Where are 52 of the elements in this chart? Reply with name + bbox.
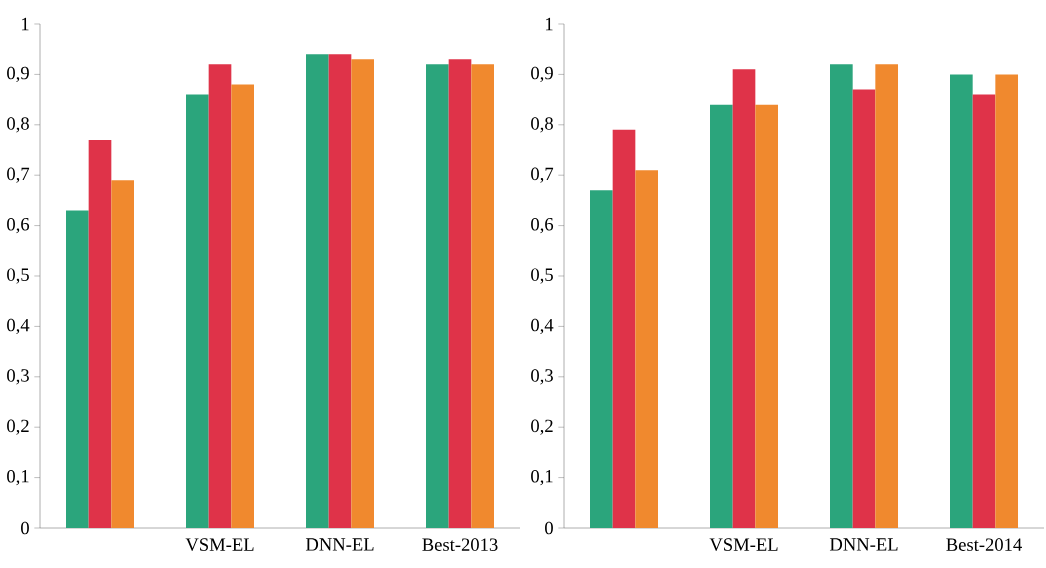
x-tick-label: Best-2014	[946, 538, 1022, 551]
bar	[950, 74, 973, 528]
x-tick-label: DNN-EL	[305, 538, 374, 551]
bar	[612, 129, 636, 528]
y-tick-label: 0,4	[7, 318, 30, 334]
bar	[328, 54, 352, 528]
y-tick-label: 0,2	[7, 419, 29, 435]
bar	[471, 64, 494, 528]
y-tick-label: 0,8	[7, 117, 29, 133]
y-tick-label: 0,9	[7, 66, 29, 82]
bar	[66, 210, 89, 528]
bar	[426, 64, 449, 528]
bar	[351, 59, 374, 528]
y-tick-label: 0,5	[531, 268, 553, 284]
x-tick-label: VSM-EL	[185, 538, 254, 551]
y-tick-label: 0,7	[531, 167, 554, 183]
y-tick-label: 0,3	[7, 369, 29, 385]
x-tick-label: VSM-EL	[709, 538, 778, 551]
bar	[852, 89, 876, 528]
bar	[88, 139, 112, 528]
y-tick-label: 1	[21, 17, 29, 31]
bar	[875, 64, 899, 528]
y-tick-label: 0,4	[531, 318, 554, 334]
bar	[208, 64, 232, 528]
y-tick-label: 0,6	[7, 217, 30, 234]
y-tick-label: 0,2	[531, 419, 553, 435]
y-tick-label: 0,7	[7, 167, 30, 183]
y-tick-label: 0,1	[531, 469, 553, 486]
y-tick-label: 0,5	[7, 268, 29, 284]
y-tick-label: 0,3	[531, 369, 553, 385]
bar	[732, 69, 756, 528]
y-tick-label: 0,8	[531, 117, 553, 133]
bar	[635, 170, 659, 528]
bar	[590, 190, 613, 528]
x-tick-label: Best-2013	[422, 538, 498, 551]
bar	[186, 94, 209, 528]
y-tick-label: 0,9	[531, 66, 553, 82]
bar	[995, 74, 1019, 528]
bar	[306, 54, 329, 528]
y-tick-label: 1	[545, 17, 553, 31]
bar	[972, 94, 996, 528]
bar	[111, 180, 134, 528]
bar	[710, 104, 733, 528]
bar	[830, 64, 853, 528]
bar	[755, 104, 779, 528]
bar	[448, 59, 472, 528]
y-tick-label: 0,6	[531, 217, 554, 234]
y-tick-label: 0,1	[7, 469, 29, 486]
bar	[231, 84, 254, 528]
x-tick-label: DNN-EL	[829, 538, 898, 551]
y-tick-label: 0	[545, 521, 553, 535]
y-tick-label: 0	[21, 521, 29, 535]
